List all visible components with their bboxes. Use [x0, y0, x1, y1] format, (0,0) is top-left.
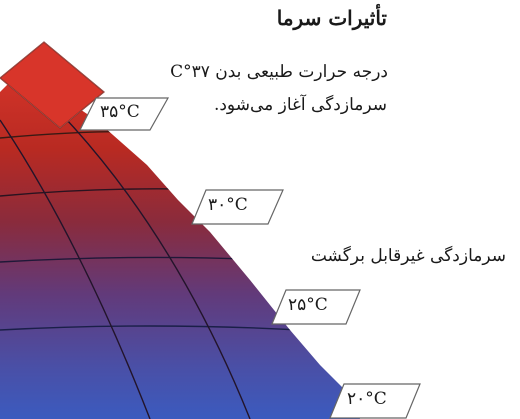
irreversible-annotation: سرمازدگی غیرقابل برگشت — [310, 246, 506, 266]
hypothermia-start-annotation: سرمازدگی آغاز می‌شود. — [213, 95, 387, 115]
tag-shape-30 — [191, 189, 284, 225]
tag-shape-35 — [79, 97, 170, 131]
diagram-title: تأثیرات سرما — [276, 6, 387, 30]
body-temperature-annotation: درجه حرارت طبیعی بدن ۳۷°C — [170, 62, 388, 82]
tag-shape-25 — [271, 289, 361, 325]
temp-label-30: ۳۰°C — [208, 195, 248, 215]
meridian-1 — [0, 119, 151, 419]
temp-label-25: ۲۵°C — [288, 295, 328, 315]
top-cap — [0, 41, 105, 129]
tag-shape-20 — [329, 383, 421, 419]
band-divider-4 — [0, 325, 301, 331]
temp-label-20: ۲۰°C — [347, 389, 387, 409]
meridian-2 — [39, 91, 251, 419]
temp-label-35: ۳۵°C — [100, 102, 140, 122]
